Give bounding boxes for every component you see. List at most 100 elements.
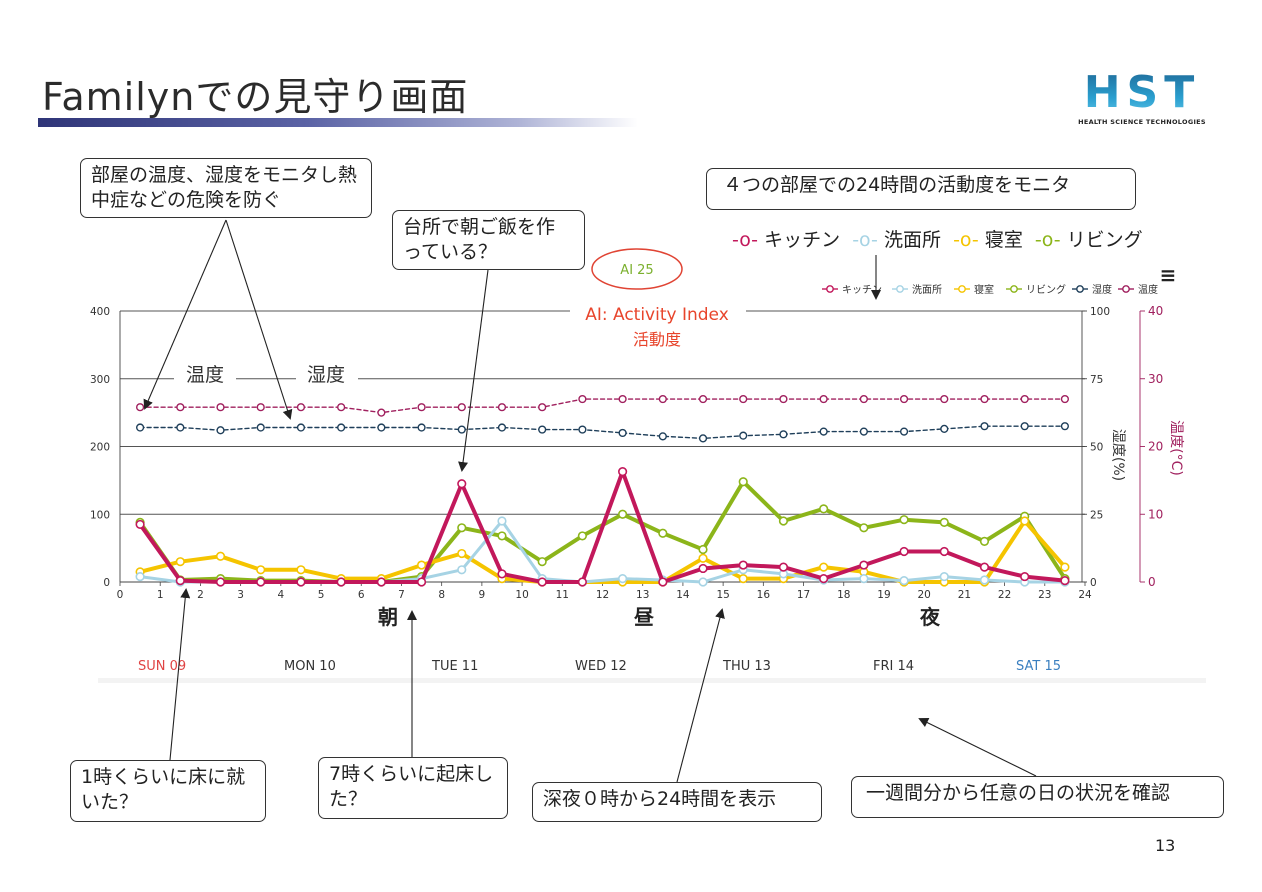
ai-bubble [591,248,683,290]
chart-subtitle: 活動度 [633,330,681,349]
data-point [819,574,829,584]
series-line [138,469,1067,584]
callout-arrow [225,219,293,420]
day-selector: SUN 09 MON 10 TUE 11 WED 12 THU 13 FRI 1… [0,659,1262,679]
data-point [1020,394,1029,404]
data-point [979,536,990,546]
data-point [819,394,828,404]
data-point [779,430,788,439]
data-point [538,403,547,412]
x-tick-label: 20 [917,589,930,601]
data-point [296,423,306,432]
data-point [376,577,386,587]
x-tick-label: 6 [358,589,365,601]
data-point [778,562,789,572]
data-point [457,479,467,489]
data-point [618,466,628,477]
data-point [417,423,426,432]
day-tab-tue[interactable]: TUE 11 [432,659,479,674]
data-point [175,557,185,567]
data-point [939,517,949,527]
data-point [899,546,909,557]
data-point [739,394,748,404]
data-point [939,571,949,582]
callout-bedtime: 1時くらいに床に就いた？ [70,760,266,822]
humidity-tick-label: 100 [1090,306,1110,318]
y-tick-label: 300 [90,374,110,386]
ai-bubble-label: AI 25 [620,263,653,278]
day-tab-sat[interactable]: SAT 15 [1016,659,1061,674]
data-point [899,576,909,586]
day-tab-fri[interactable]: FRI 14 [873,659,915,674]
page-title: Familynでの見守り画面 [42,75,469,119]
x-tick-label: 7 [398,589,405,601]
x-tick-label: 21 [958,589,971,601]
humidity-tick-label: 0 [1090,577,1097,589]
data-point [377,408,386,417]
x-tick-label: 12 [596,589,609,601]
logo-main: HST [1068,70,1216,116]
data-point [940,394,949,404]
label-morning: 朝 [378,605,398,629]
chart-series [135,394,1070,587]
legend-marker [826,285,834,293]
data-point [980,422,989,431]
legend-label: 温度 [1138,283,1158,296]
data-point [979,562,990,572]
menu-icon: ≡ [1160,263,1177,287]
data-point [578,425,587,434]
data-point [819,562,829,572]
data-point [336,577,346,587]
data-point [698,394,708,404]
x-tick-label: 0 [117,589,124,601]
day-tab-sun[interactable]: SUN 09 [138,659,187,674]
day-tab-mon[interactable]: MON 10 [284,659,336,674]
x-tick-label: 16 [757,589,771,601]
day-tab-thu[interactable]: THU 13 [723,659,771,674]
temperature-tick-label: 20 [1148,440,1163,454]
x-tick-label: 5 [318,589,325,601]
y-tick-label: 100 [90,509,110,521]
room-legend: -o- キッチン -o- 洗面所 -o- 寝室 -o- リビング [732,225,1143,252]
x-tick-label: 22 [998,589,1011,601]
data-point [940,424,949,433]
data-point [698,563,708,574]
data-point [497,423,507,432]
data-point [136,423,145,432]
data-point [618,574,628,584]
data-point [1020,422,1029,431]
annotation-humidity: 湿度 [307,364,345,386]
data-point [658,577,668,587]
x-tick-label: 14 [676,589,690,601]
bedroom-marker-icon: -o- [953,229,979,251]
room-legend-bedroom: -o- 寝室 [953,229,1023,251]
data-point [457,565,467,575]
day-tab-wed[interactable]: WED 12 [575,659,627,674]
living-marker-icon: -o- [1034,229,1061,251]
callout-rooms-activity: ４つの部屋での24時間の活動度をモニタ [706,168,1136,210]
data-point [698,434,708,443]
data-point [939,546,949,557]
data-point [899,427,909,436]
data-point [417,403,426,412]
page-number: 13 [1155,836,1176,855]
humidity-tick-label: 25 [1090,509,1103,521]
data-point [256,565,266,575]
data-point [296,577,306,587]
data-point [819,504,829,514]
legend-label: 湿度 [1092,283,1112,296]
data-point [457,548,467,559]
legend-label: リビング [1026,283,1066,296]
x-tick-label: 24 [1078,589,1092,601]
data-point [135,519,145,530]
data-point [859,394,868,404]
callout-breakfast: 台所で朝ご飯を作っている？ [392,210,585,270]
data-point [256,423,265,432]
x-tick-label: 18 [837,589,850,601]
legend-marker [1010,285,1018,293]
legend-label: 寝室 [974,283,994,296]
data-point [216,426,225,435]
data-point [819,427,828,436]
series-line [138,519,1067,584]
data-point [1060,422,1069,431]
